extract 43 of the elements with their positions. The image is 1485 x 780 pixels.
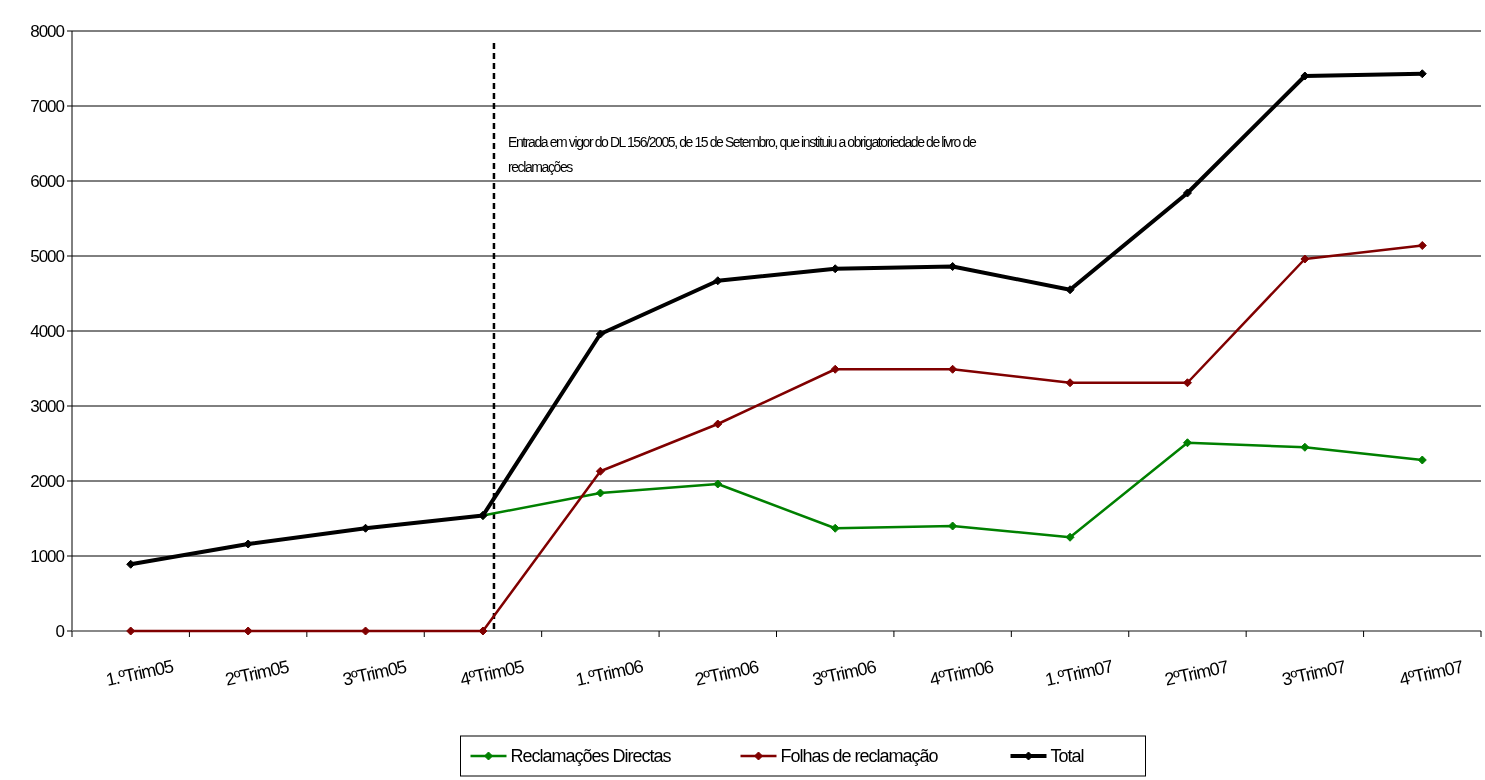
point xyxy=(478,626,488,636)
point xyxy=(595,466,605,476)
point xyxy=(1065,378,1075,388)
point xyxy=(1182,438,1192,448)
y-tick-label: 8000 xyxy=(30,21,65,41)
x-tick-label: 4ºTrim06 xyxy=(928,656,996,690)
x-tick-label: 2ºTrim06 xyxy=(693,656,761,690)
point xyxy=(830,364,840,374)
point xyxy=(1300,442,1310,452)
y-tick-label: 4000 xyxy=(30,321,65,341)
y-tick-label: 3000 xyxy=(30,396,65,416)
x-tick-label: 4ºTrim05 xyxy=(458,656,527,690)
point xyxy=(948,521,958,531)
y-tick-label: 6000 xyxy=(30,171,65,191)
point xyxy=(713,479,723,489)
point xyxy=(1065,532,1075,542)
x-tick-label: 1.ºTrim05 xyxy=(104,656,176,690)
point xyxy=(595,488,605,498)
point xyxy=(948,364,958,374)
y-tick-label: 0 xyxy=(55,621,65,641)
legend-label: Total xyxy=(1050,746,1084,767)
point xyxy=(1182,188,1192,198)
y-tick-label: 7000 xyxy=(30,96,65,116)
point xyxy=(830,523,840,533)
x-tick-label: 3ºTrim05 xyxy=(340,656,409,690)
y-tick-label: 1000 xyxy=(30,546,65,566)
point xyxy=(1417,241,1427,250)
x-tick-label: 4ºTrim07 xyxy=(1397,656,1466,690)
point xyxy=(713,419,723,429)
point xyxy=(1417,455,1427,465)
ref-line-label: Entrada em vigor do DL 156/2005, de 15 de Setembro, que instituiu a obrigatoriedade de livro de reclamações xyxy=(507,133,977,177)
point xyxy=(595,329,605,339)
x-tick-label: 1.ºTrim06 xyxy=(573,656,646,690)
y-tick-label: 5000 xyxy=(30,246,65,266)
legend-label: Reclamações Directas xyxy=(510,746,672,767)
x-tick-label: 3ºTrim07 xyxy=(1280,656,1348,690)
point xyxy=(1300,254,1310,264)
y-tick-label: 2000 xyxy=(30,471,65,491)
x-tick-label: 3ºTrim06 xyxy=(810,656,879,690)
legend-label: Folhas de reclamação xyxy=(780,746,939,767)
x-tick-label: 2ºTrim05 xyxy=(223,656,292,690)
x-tick-label: 2ºTrim07 xyxy=(1162,656,1231,690)
x-tick-label: 1.ºTrim07 xyxy=(1043,656,1116,690)
